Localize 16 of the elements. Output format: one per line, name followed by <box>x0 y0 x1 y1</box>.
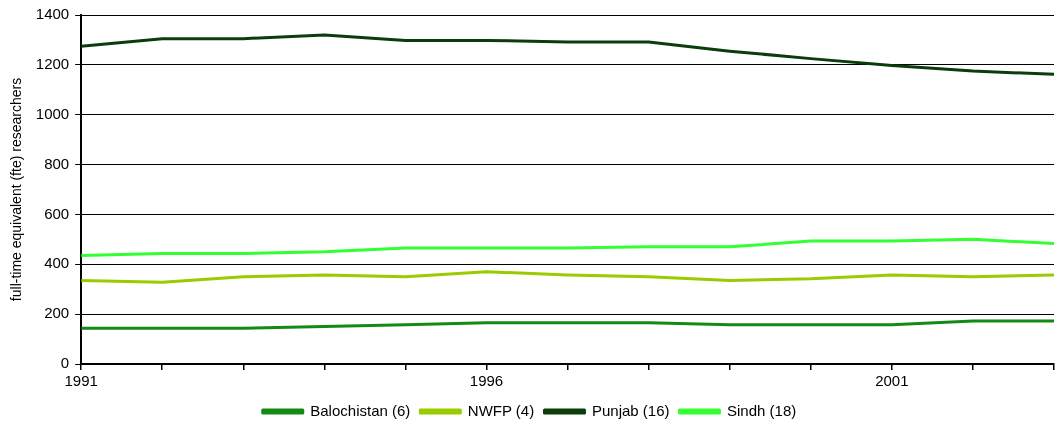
legend-label: NWFP (4) <box>467 401 535 419</box>
y-tick-label: 400 <box>44 254 70 272</box>
y-tick-label: 1400 <box>35 5 70 23</box>
y-tick-label: 200 <box>44 304 70 322</box>
x-tick-label: 1996 <box>469 372 504 390</box>
legend-label: Sindh (18) <box>727 401 797 419</box>
y-tick-label: 1200 <box>35 55 70 72</box>
x-tick-label: 2001 <box>875 372 909 390</box>
y-tick-label: 1000 <box>35 104 70 122</box>
legend-label: Punjab (16) <box>591 401 670 419</box>
y-axis-title: full-time equivalent (fte) researchers <box>8 77 25 302</box>
y-tick-label: 0 <box>60 354 70 372</box>
y-tick-label: 800 <box>44 154 70 172</box>
legend-label: Balochistan (6) <box>310 401 411 419</box>
y-tick-label: 600 <box>44 204 70 222</box>
x-tick-label: 1991 <box>64 372 98 390</box>
